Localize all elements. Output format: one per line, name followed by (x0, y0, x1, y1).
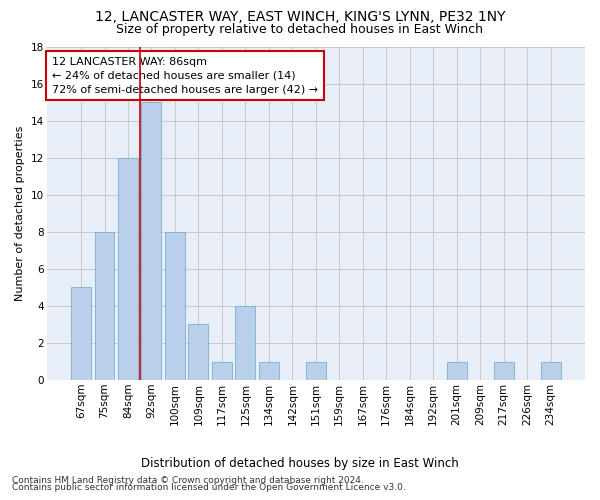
Text: 12 LANCASTER WAY: 86sqm
← 24% of detached houses are smaller (14)
72% of semi-de: 12 LANCASTER WAY: 86sqm ← 24% of detache… (52, 56, 318, 94)
Bar (165, 232, 185, 380)
Y-axis label: Number of detached properties: Number of detached properties (15, 126, 25, 301)
Bar (446, 362, 467, 380)
Bar (494, 362, 514, 380)
Bar (306, 362, 326, 380)
Bar (188, 324, 208, 380)
Text: Contains HM Land Registry data © Crown copyright and database right 2024.: Contains HM Land Registry data © Crown c… (12, 476, 364, 485)
Text: Size of property relative to detached houses in East Winch: Size of property relative to detached ho… (116, 22, 484, 36)
Bar (259, 362, 279, 380)
Bar (118, 158, 138, 380)
Bar (235, 306, 256, 380)
Bar (212, 362, 232, 380)
Text: Distribution of detached houses by size in East Winch: Distribution of detached houses by size … (141, 458, 459, 470)
Bar (95, 232, 115, 380)
Text: Contains public sector information licensed under the Open Government Licence v3: Contains public sector information licen… (12, 484, 406, 492)
Bar (71, 288, 91, 380)
Text: 12, LANCASTER WAY, EAST WINCH, KING'S LYNN, PE32 1NY: 12, LANCASTER WAY, EAST WINCH, KING'S LY… (95, 10, 505, 24)
Bar (541, 362, 560, 380)
Bar (142, 102, 161, 380)
